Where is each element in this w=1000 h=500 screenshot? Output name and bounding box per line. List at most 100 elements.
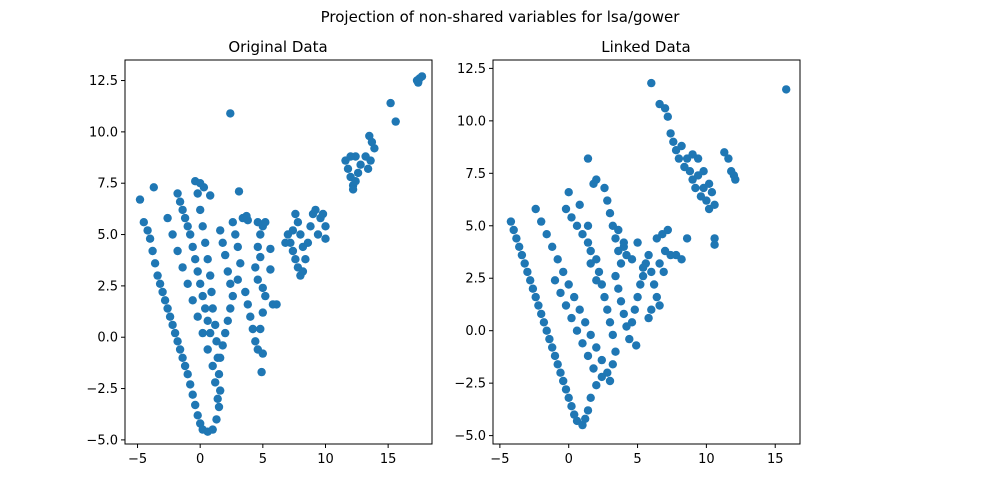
scatter-point [688, 150, 697, 159]
scatter-point [288, 246, 298, 256]
scatter-point [311, 205, 320, 215]
scatter-point [261, 218, 270, 227]
scatter-point [183, 370, 192, 379]
plot-frame [124, 59, 433, 445]
scatter-point [196, 279, 205, 288]
scatter-point [251, 263, 260, 272]
scatter-point [343, 164, 353, 173]
scatter-point [180, 213, 190, 223]
scatter-point [173, 337, 182, 346]
scatter-point [193, 189, 202, 198]
scatter-point [619, 309, 628, 319]
panel-title: Original Data [228, 38, 327, 56]
scatter-point [214, 370, 224, 379]
scatter-point [186, 230, 195, 239]
scatter-point [663, 112, 672, 121]
scatter-point [208, 304, 217, 313]
scatter-point [592, 276, 601, 285]
scatter-point [666, 129, 675, 138]
scatter-point [188, 296, 197, 305]
scatter-point [724, 154, 733, 163]
scatter-point [199, 183, 209, 192]
scatter-point [583, 238, 593, 247]
scatter-point [537, 217, 546, 226]
scatter-point [550, 276, 560, 285]
scatter-point [216, 386, 225, 395]
scatter-point [592, 175, 601, 184]
scatter-point [644, 250, 653, 260]
scatter-point [226, 279, 235, 288]
scatter-point [243, 300, 252, 309]
scatter-point [173, 246, 182, 256]
scatter-point [592, 381, 601, 390]
scatter-point [303, 238, 313, 247]
scatter-point [578, 420, 587, 430]
scatter-point [564, 188, 573, 197]
scatter-point [196, 205, 205, 215]
scatter-point [720, 148, 729, 157]
scatter-point [638, 263, 648, 272]
scatter-point [266, 244, 275, 254]
scatter-point [586, 330, 595, 340]
y-tick-label: 0.0 [465, 324, 486, 339]
scatter-point [710, 240, 719, 249]
scatter-point [150, 259, 160, 268]
scatter-point [531, 204, 540, 214]
scatter-point [281, 238, 290, 247]
scatter-point [581, 414, 590, 423]
scatter-point [561, 204, 571, 214]
scatter-point [143, 226, 152, 235]
scatter-point [256, 324, 265, 334]
scatter-point [193, 267, 202, 276]
scatter-point [203, 345, 212, 354]
scatter-point [545, 334, 554, 344]
scatter-point [198, 222, 207, 231]
y-tick-label: −2.5 [454, 377, 486, 392]
x-tick-label: 10 [317, 452, 334, 467]
scatter-point [509, 225, 518, 235]
scatter-point [318, 209, 328, 219]
scatter-point [231, 230, 240, 239]
scatter-point [589, 364, 598, 373]
scatter-point [153, 271, 162, 280]
y-tick-label: 12.5 [89, 74, 118, 89]
scatter-points [506, 78, 791, 430]
scatter-point [353, 168, 363, 178]
scatter-point [537, 309, 546, 319]
scatter-point [296, 230, 305, 239]
scatter-point [414, 78, 423, 87]
plot-frame [492, 59, 801, 445]
scatter-point [251, 337, 260, 346]
scatter-point [257, 367, 266, 377]
scatter-point [583, 351, 593, 361]
scatter-point [531, 292, 540, 302]
scatter-point [149, 183, 158, 192]
panel-linked-data: Linked Data −5 0 5 10 15 −5.0 −2.5 0.0 2.5 5.0 7.5… [454, 38, 801, 467]
scatter-point [523, 267, 532, 277]
scatter-point [188, 390, 197, 399]
scatter-point [216, 353, 225, 362]
x-tick-label: 15 [767, 452, 784, 467]
scatter-point [160, 296, 170, 305]
y-tick-label: 10.0 [89, 125, 118, 140]
scatter-point [583, 154, 593, 163]
scatter-point [213, 394, 222, 403]
scatter-point [627, 318, 637, 327]
scatter-point [155, 279, 165, 288]
x-tick-label: 0 [196, 452, 204, 467]
scatter-point [625, 334, 634, 344]
scatter-point [256, 230, 265, 239]
scatter-point [193, 312, 202, 321]
scatter-point [611, 271, 620, 281]
scatter-point [611, 234, 620, 243]
scatter-point [633, 238, 642, 247]
scatter-point [704, 179, 714, 188]
scatter-point [633, 292, 642, 302]
scatter-point [207, 287, 216, 297]
scatter-point [212, 337, 221, 346]
scatter-point [677, 255, 686, 264]
scatter-point [655, 259, 664, 268]
scatter-points [135, 72, 427, 436]
scatter-point [186, 380, 195, 389]
y-tick-label: 7.5 [97, 177, 118, 192]
